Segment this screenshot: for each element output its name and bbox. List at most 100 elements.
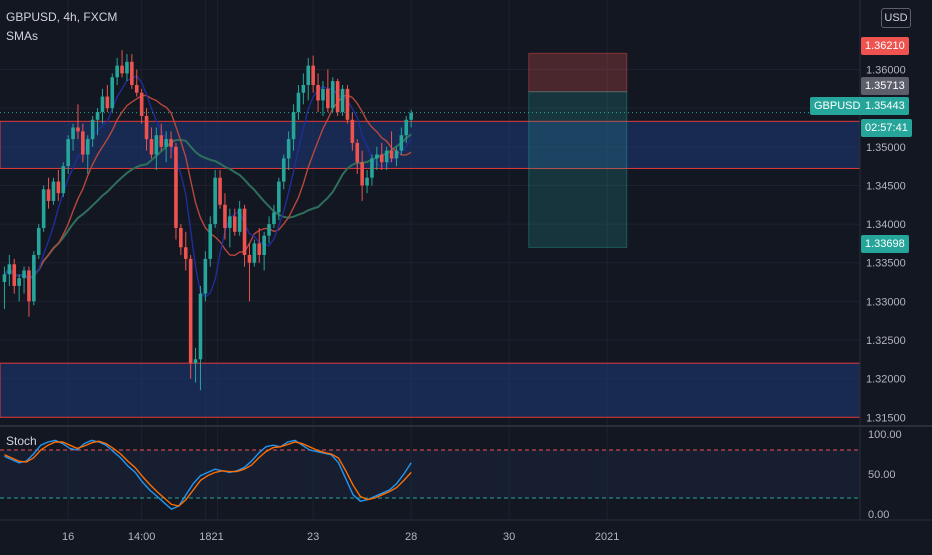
- price-tick-label-4: 1.34000: [866, 219, 906, 231]
- candle-61: [301, 85, 306, 93]
- candle-32: [159, 135, 164, 147]
- time-tick-label-2: 18: [199, 531, 211, 543]
- candle-70: [345, 88, 350, 120]
- candle-41: [203, 258, 208, 294]
- candle-78: [384, 150, 389, 163]
- candle-64: [316, 85, 320, 101]
- sma-slow-line: [3, 133, 412, 281]
- countdown-timer-badge: 02:57:41: [861, 119, 912, 137]
- candle-23: [115, 65, 119, 78]
- candle-15: [76, 127, 80, 132]
- candle-69: [340, 88, 345, 113]
- candle-81: [399, 135, 404, 151]
- time-tick-label-6: 30: [503, 531, 515, 543]
- sma-fast-line: [4, 75, 412, 298]
- stop-price-badge: 1.36210: [861, 37, 909, 55]
- time-tick-label-0: 16: [62, 531, 74, 543]
- candle-34: [169, 139, 173, 147]
- candle-39: [193, 359, 198, 364]
- price-tick-label-0: 1.36000: [866, 65, 906, 77]
- candle-0: [2, 274, 7, 283]
- candle-28: [139, 92, 144, 116]
- candle-43: [213, 177, 217, 225]
- candle-4: [22, 270, 26, 279]
- candle-80: [394, 150, 399, 159]
- candle-12: [61, 166, 66, 194]
- last-price-badge: 1.35443: [861, 97, 909, 115]
- candle-44: [218, 177, 222, 205]
- entry-price-badge: 1.35713: [861, 77, 909, 95]
- candle-36: [179, 227, 183, 248]
- currency-button[interactable]: USD: [881, 8, 911, 28]
- candle-26: [130, 61, 134, 85]
- candle-38: [188, 258, 193, 364]
- price-tick-label-2: 1.35000: [866, 142, 906, 154]
- candle-8: [41, 189, 46, 228]
- price-tick-label-5: 1.33500: [866, 258, 906, 270]
- candle-46: [228, 216, 232, 228]
- position-stop-area: [528, 52, 628, 93]
- candle-18: [90, 119, 95, 140]
- candle-2: [12, 264, 17, 286]
- candle-42: [208, 224, 213, 259]
- candle-48: [237, 208, 242, 232]
- candle-37: [183, 247, 188, 259]
- candle-55: [272, 212, 276, 225]
- stoch-tick-label-0: 100.00: [868, 429, 902, 441]
- zone-1: [0, 362, 861, 418]
- candle-17: [85, 139, 90, 155]
- candle-13: [66, 139, 70, 167]
- candle-40: [198, 293, 203, 360]
- time-tick-label-5: 28: [405, 531, 417, 543]
- time-tick-label-3: 21: [211, 531, 223, 543]
- candle-82: [404, 119, 409, 136]
- indicator-label[interactable]: SMAs: [6, 29, 39, 43]
- candle-57: [281, 158, 286, 182]
- candle-79: [389, 150, 394, 159]
- price-tick-label-8: 1.32000: [866, 374, 906, 386]
- candle-35: [174, 146, 178, 228]
- candle-63: [311, 65, 315, 85]
- candle-66: [326, 88, 330, 109]
- candle-72: [355, 142, 360, 163]
- candle-6: [32, 255, 36, 302]
- candle-60: [296, 92, 301, 113]
- candle-1: [7, 264, 12, 275]
- symbol-title: GBPUSD, 4h, FXCM: [6, 10, 118, 24]
- candle-67: [330, 81, 335, 109]
- stoch-tick-label-2: 0.00: [868, 509, 889, 521]
- candle-52: [257, 243, 262, 255]
- candle-83: [409, 112, 413, 120]
- candle-77: [379, 154, 384, 163]
- candle-68: [335, 81, 340, 113]
- candle-11: [56, 181, 61, 194]
- candle-56: [277, 181, 281, 213]
- stoch-tick-label-1: 50.00: [868, 469, 896, 481]
- stoch-label[interactable]: Stoch: [6, 434, 37, 448]
- time-tick-label-7: 2021: [595, 531, 619, 543]
- candle-71: [350, 119, 355, 143]
- candle-24: [120, 65, 124, 74]
- stoch-k-line: [4, 439, 412, 511]
- candle-54: [267, 224, 271, 236]
- candle-22: [110, 77, 115, 109]
- candle-50: [247, 255, 252, 263]
- price-tick-label-7: 1.32500: [866, 335, 906, 347]
- symbol-badge: GBPUSD: [810, 97, 865, 115]
- candle-73: [360, 162, 364, 186]
- stoch-d-line: [4, 440, 412, 507]
- candle-16: [81, 131, 85, 155]
- candle-9: [46, 189, 51, 201]
- candle-30: [149, 139, 154, 155]
- candle-7: [36, 227, 41, 255]
- candle-14: [71, 127, 75, 140]
- time-tick-label-4: 23: [307, 531, 319, 543]
- price-tick-label-3: 1.34500: [866, 180, 906, 192]
- target-price-badge: 1.33698: [861, 235, 909, 253]
- price-tick-label-6: 1.33000: [866, 296, 906, 308]
- candle-76: [375, 154, 379, 159]
- zone-0: [0, 120, 861, 169]
- candle-45: [223, 204, 227, 228]
